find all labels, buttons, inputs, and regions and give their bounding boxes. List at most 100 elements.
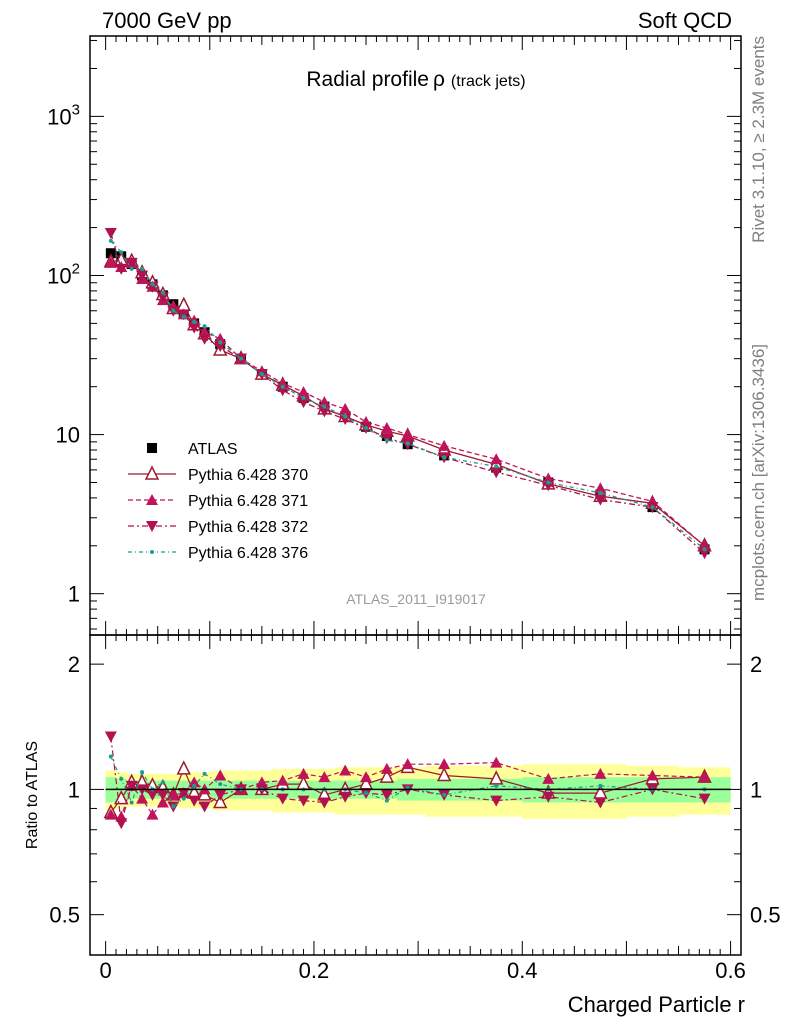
data-point: [136, 270, 149, 282]
x-tick-label: 0.4: [507, 958, 538, 983]
data-point: [380, 421, 393, 433]
chart-title: Radial profile ρ (track jets): [306, 68, 525, 91]
data-point: [188, 322, 201, 334]
ratio-point: [490, 756, 503, 768]
chart-title-symbol: ρ: [433, 68, 445, 91]
ratio-point: [405, 785, 410, 790]
chart-title-suffix: (track jets): [451, 73, 526, 90]
series-line: [110, 240, 705, 550]
ratio-point: [594, 767, 607, 779]
ratio-point: [490, 795, 503, 807]
ratio-point: [115, 818, 128, 830]
legend-label: Pythia 6.428 372: [188, 519, 308, 536]
ratio-point: [129, 800, 134, 805]
legend-label: Pythia 6.428 371: [188, 493, 308, 510]
legend-label: Pythia 6.428 370: [188, 467, 308, 484]
ratio-series-pythia-6-428-372: [104, 731, 711, 830]
legend: ATLAS Pythia 6.428 370 Pythia 6.428 371 Pyt…: [128, 441, 308, 562]
data-point: [181, 314, 186, 319]
data-point: [364, 425, 369, 430]
legend-marker: [146, 494, 158, 505]
ratio-y-tick-label-right: 0.5: [750, 903, 781, 928]
main-y-tick-label: 103: [47, 101, 80, 129]
legend-item-atlas: ATLAS: [147, 441, 238, 458]
data-point: [276, 385, 289, 397]
data-point: [218, 340, 223, 345]
data-point: [140, 266, 145, 271]
ratio-point: [698, 793, 711, 805]
ratio-point: [442, 792, 447, 797]
ratio-point: [181, 796, 186, 801]
data-point: [318, 406, 331, 418]
data-point: [171, 308, 176, 313]
data-point: [702, 547, 707, 552]
data-point: [192, 320, 197, 325]
data-point: [104, 227, 117, 239]
rivet-version-label: Rivet 3.1.10, ≥ 2.3M events: [749, 36, 768, 243]
ratio-point: [297, 767, 310, 779]
ratio-point: [202, 771, 207, 776]
ratio-panel-frame: [89, 634, 742, 956]
data-point: [490, 467, 503, 479]
ratio-point: [297, 795, 310, 807]
data-point: [494, 464, 499, 469]
ratio-point: [188, 795, 201, 807]
data-point: [146, 281, 159, 293]
ratio-point: [146, 789, 159, 801]
data-point: [401, 428, 414, 440]
x-axis-label: Charged Particle r: [568, 992, 745, 1017]
ratio-point: [379, 768, 395, 783]
data-point: [297, 397, 310, 409]
header-process: Soft QCD: [638, 8, 732, 33]
ratio-point: [146, 808, 159, 820]
data-point: [202, 324, 207, 329]
ratio-point: [401, 758, 414, 770]
ratio-point: [188, 776, 201, 788]
mcplots-reference-label: mcplots.cern.ch [arXiv:1306.3436]: [749, 344, 768, 601]
ratio-point: [360, 771, 373, 783]
ratio-point: [318, 797, 331, 809]
legend-label: ATLAS: [188, 441, 238, 458]
data-point: [301, 395, 306, 400]
data-point: [125, 257, 138, 269]
data-point: [104, 256, 117, 268]
series-pythia-6-428-376: [108, 238, 707, 552]
main-y-tick-label: 10: [56, 423, 80, 448]
ratio-point: [438, 758, 451, 770]
data-point: [115, 263, 128, 275]
data-point: [343, 414, 348, 419]
ratio-point: [104, 808, 117, 820]
ratio-point: [339, 791, 352, 803]
data-point: [318, 396, 331, 408]
legend-marker: [150, 550, 154, 554]
x-tick-label: 0.6: [715, 958, 746, 983]
data-point: [214, 332, 227, 344]
ratio-point: [542, 791, 555, 803]
data-point: [384, 438, 389, 443]
data-point: [490, 453, 503, 465]
data-point: [280, 384, 285, 389]
ratio-point: [192, 783, 197, 788]
data-point: [156, 292, 169, 304]
legend-label: Pythia 6.428 376: [188, 545, 308, 562]
legend-marker: [144, 465, 160, 480]
ratio-point: [156, 789, 169, 801]
ratio-point: [594, 797, 607, 809]
data-point: [650, 505, 655, 510]
ratio-point: [380, 762, 393, 774]
ratio-point: [156, 796, 169, 808]
data-point: [438, 439, 451, 451]
ratio-y-axis-label: Ratio to ATLAS: [24, 741, 41, 849]
legend-item-pythia-6-428-372: Pythia 6.428 372: [128, 519, 308, 536]
ratio-point: [140, 770, 145, 775]
ratio-point: [177, 788, 190, 800]
data-point: [598, 490, 603, 495]
legend-item-pythia-6-428-370: Pythia 6.428 370: [128, 465, 308, 484]
ratio-point: [380, 789, 393, 801]
ratio-point: [542, 772, 555, 784]
ratio-point: [436, 766, 452, 782]
data-point: [322, 404, 327, 409]
ratio-point: [598, 783, 603, 788]
main-y-tick-label: 1: [68, 582, 80, 607]
